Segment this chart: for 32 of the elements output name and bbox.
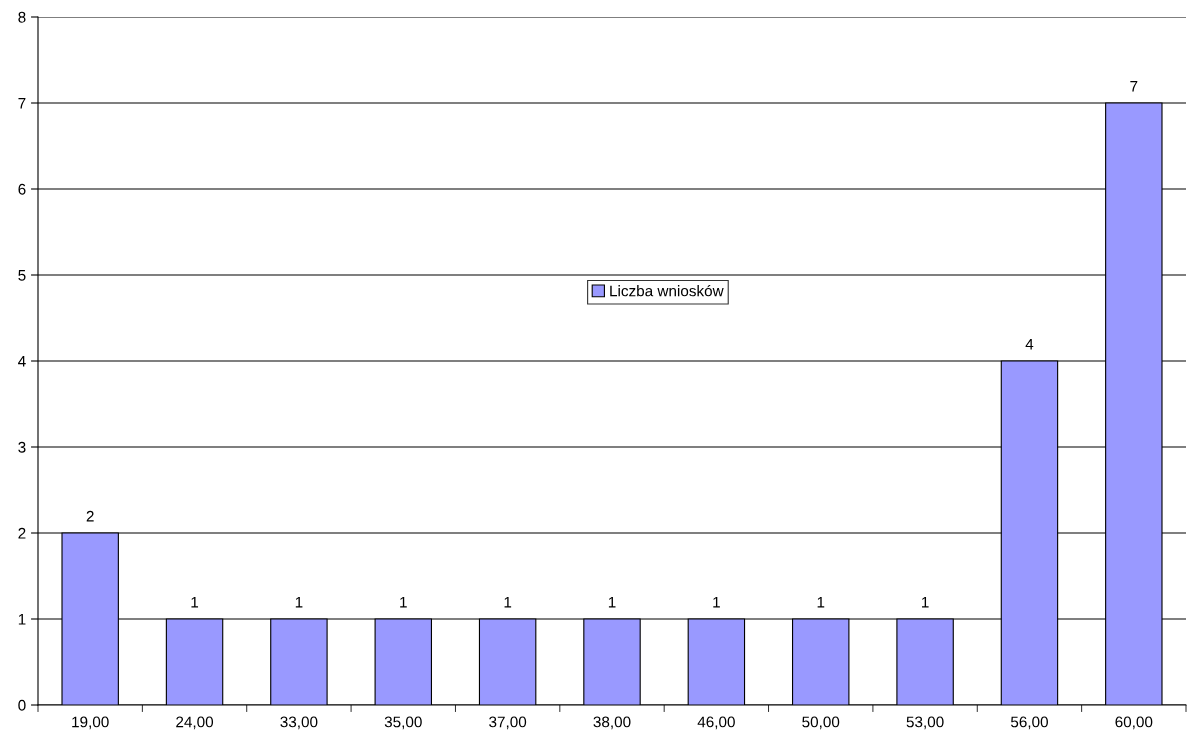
legend-label: Liczba wniosków [610, 284, 724, 297]
x-tick-label: 56,00 [1010, 716, 1048, 730]
y-tick-label: 0 [18, 699, 26, 711]
x-tick-label: 46,00 [697, 716, 735, 730]
data-label: 1 [504, 596, 512, 608]
x-tick-label: 53,00 [906, 716, 944, 730]
y-tick-label: 4 [18, 356, 26, 367]
data-label: 4 [1025, 338, 1034, 350]
data-label: 1 [608, 596, 616, 608]
x-tick-label: 33,00 [280, 716, 318, 730]
y-tick-label: 7 [18, 98, 26, 109]
y-tick-label: 2 [18, 527, 26, 539]
x-tick-label: 35,00 [384, 716, 422, 730]
x-tick-label: 24,00 [176, 716, 214, 730]
data-label: 1 [191, 596, 199, 608]
y-tick-label: 5 [18, 270, 26, 281]
data-label: 1 [400, 596, 407, 608]
data-label: 2 [86, 510, 94, 522]
y-tick-label: 3 [18, 441, 26, 453]
x-tick-label: 19,00 [72, 716, 109, 730]
data-label: 1 [295, 596, 303, 608]
x-tick-label: 37,00 [489, 716, 527, 730]
x-tick-label: 38,00 [593, 716, 631, 730]
data-label: 1 [922, 596, 929, 608]
y-tick-label: 8 [18, 11, 26, 23]
data-label: 1 [817, 596, 825, 608]
y-tick-label: 6 [18, 183, 26, 195]
y-tick-label: 1 [18, 614, 26, 625]
x-tick-label: 50,00 [802, 716, 840, 730]
data-label: 7 [1130, 80, 1138, 92]
x-tick-label: 60,00 [1115, 716, 1153, 730]
data-label: 1 [713, 596, 720, 608]
